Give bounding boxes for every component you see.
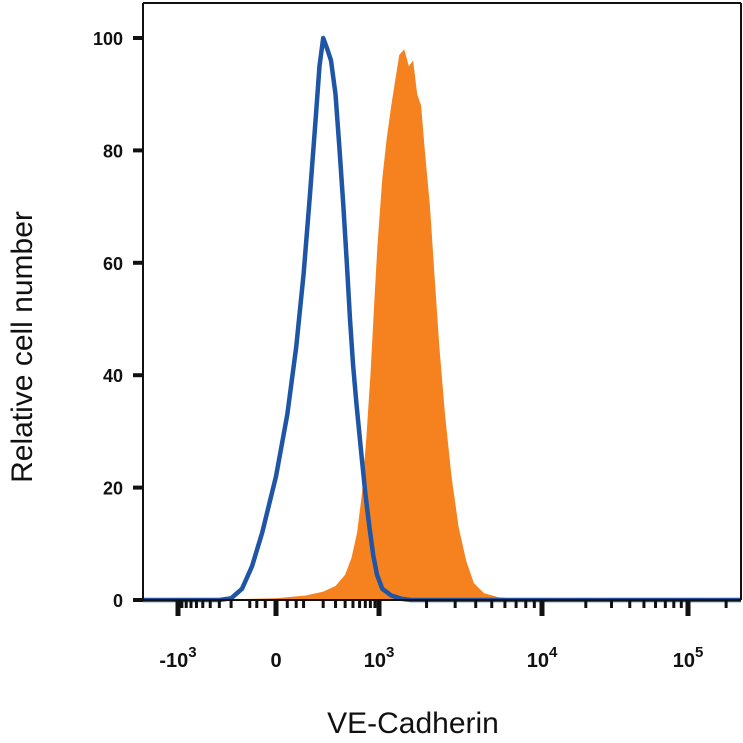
- x-tick-label: 104: [527, 644, 558, 672]
- series-outline-histogram: [143, 35, 741, 603]
- y-tick-label: 100: [93, 29, 123, 49]
- y-tick-label: 60: [103, 254, 123, 274]
- x-axis-title: VE-Cadherin: [327, 707, 499, 740]
- axes: 0 20 40 60 80 100 -103 0 103 104 105: [93, 2, 742, 672]
- y-tick-label: 20: [103, 479, 123, 499]
- plot-area: [143, 35, 741, 603]
- x-tick-label: -103: [159, 644, 196, 672]
- x-tick-label: 105: [673, 644, 704, 672]
- y-tick-label: 0: [113, 591, 123, 611]
- x-tick-label: 103: [364, 644, 395, 672]
- x-tick-label: 0: [270, 650, 281, 672]
- y-axis-title: Relative cell number: [6, 211, 39, 483]
- y-tick-label: 80: [103, 141, 123, 161]
- y-tick-label: 40: [103, 366, 123, 386]
- series-filled-histogram: [143, 49, 741, 600]
